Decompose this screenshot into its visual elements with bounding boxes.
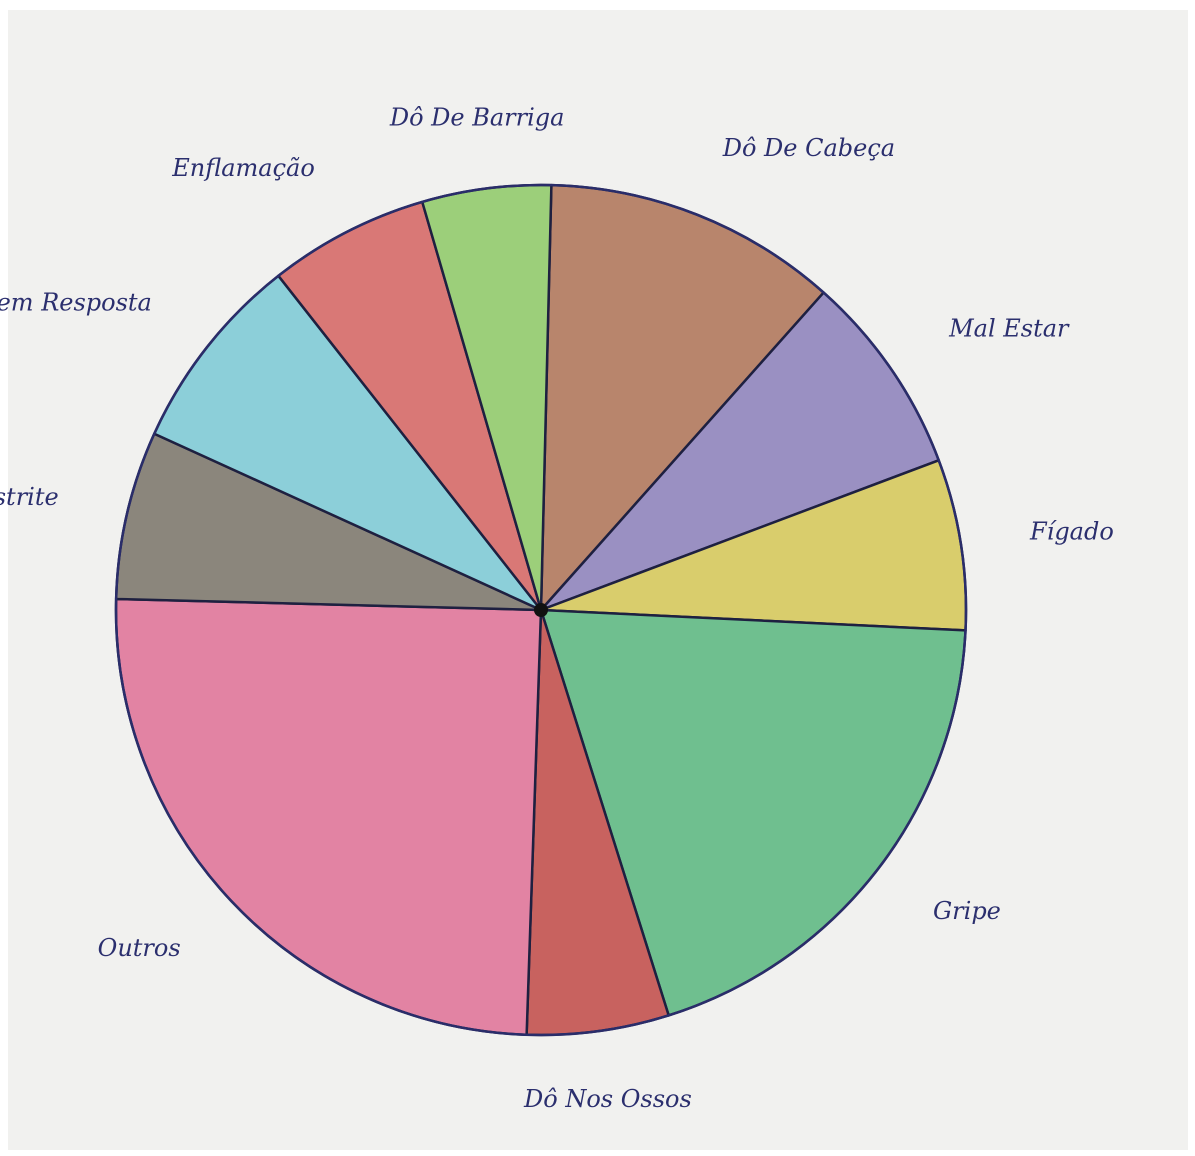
slice-label: Sem Resposta [0, 289, 152, 317]
slice-label: Enflamação [171, 154, 315, 182]
slice-label: Outros [98, 934, 181, 962]
pie-outline [114, 183, 968, 1037]
slice-label: Mal Estar [948, 314, 1070, 342]
slice-label: Fígado [1029, 518, 1114, 546]
slice-label: Gripe [933, 897, 1001, 925]
slice-label: Dô De Barriga [389, 104, 565, 132]
slice-label: Dô Nos Ossos [523, 1085, 692, 1113]
pie-center [534, 603, 548, 617]
slice-label: Gastrite [0, 483, 59, 511]
slice-label: Dô De Cabeça [722, 134, 895, 162]
